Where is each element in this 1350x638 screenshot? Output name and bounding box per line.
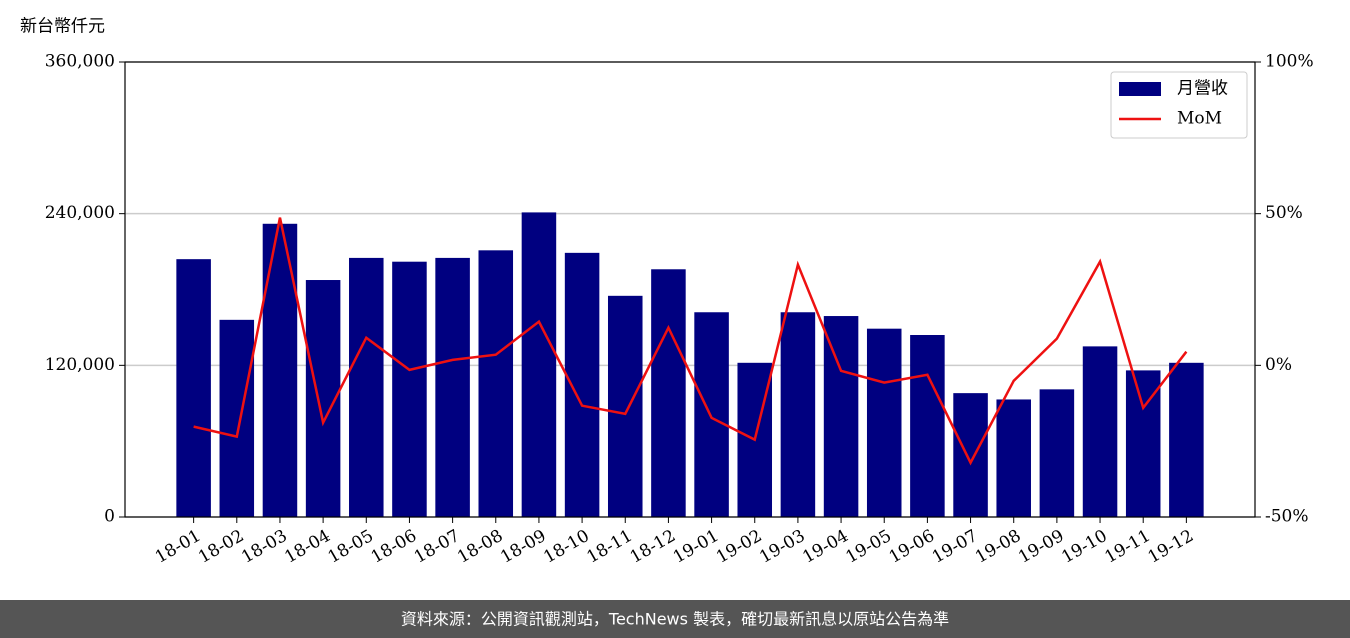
x-tick-label: 18-05 (325, 526, 377, 568)
legend-swatch (1119, 82, 1161, 96)
y2-tick-label: 0% (1265, 355, 1292, 375)
bar (219, 319, 255, 517)
x-tick-label: 19-05 (843, 526, 895, 568)
x-tick-label: 19-03 (756, 526, 808, 568)
bar (521, 212, 557, 517)
bar (651, 269, 686, 517)
x-tick-label: 19-12 (1145, 526, 1197, 568)
x-tick-label: 18-10 (540, 526, 592, 568)
x-tick-label: 19-04 (799, 526, 851, 568)
x-tick-label: 18-03 (238, 526, 290, 568)
x-tick-label: 18-02 (195, 526, 247, 568)
x-tick-label: 19-02 (713, 526, 765, 568)
x-tick-label: 19-10 (1058, 526, 1110, 568)
bar (866, 328, 902, 517)
legend-label: 月營收 (1177, 79, 1228, 99)
bar (780, 312, 816, 517)
bar (823, 316, 859, 517)
x-tick-label: 19-01 (670, 526, 722, 568)
y-tick-label: 120,000 (45, 355, 115, 375)
bar (910, 335, 945, 517)
x-tick-label: 19-08 (972, 526, 1024, 568)
y-axis-label: 新台幣仟元 (20, 17, 105, 37)
bar (607, 295, 643, 517)
footer-bar (0, 600, 1350, 638)
x-tick-label: 18-06 (368, 526, 420, 568)
bar (996, 399, 1031, 517)
line (193, 217, 1188, 466)
bar (564, 252, 600, 517)
y2-tick-label: 50% (1265, 203, 1303, 223)
bar (1039, 389, 1075, 517)
bar (1082, 346, 1118, 517)
bar (435, 257, 470, 517)
x-tick-label: 18-11 (584, 526, 636, 568)
x-tick-label: 18-08 (454, 526, 506, 568)
plot-frame (124, 61, 1256, 518)
x-tick-label: 19-07 (929, 526, 981, 568)
y-tick-label: 240,000 (45, 203, 115, 223)
bar (1169, 362, 1204, 517)
y-tick-label: 360,000 (45, 52, 115, 72)
x-tick-label: 18-01 (152, 526, 204, 568)
legend-label: MoM (1177, 109, 1222, 129)
bar (176, 259, 211, 517)
x-tick-label: 18-07 (411, 526, 463, 568)
x-tick-label: 18-09 (497, 526, 549, 568)
bar (694, 312, 729, 517)
x-tick-label: 19-09 (1015, 526, 1067, 568)
y2-tick-label: -50% (1265, 507, 1309, 527)
bar (392, 261, 427, 517)
bar (953, 393, 988, 517)
footer: 資料來源：公開資訊觀測站，TechNews 製表，確切最新訊息以原站公告為準 (401, 610, 949, 629)
y-tick-label: 0 (104, 507, 115, 527)
x-tick-label: 18-12 (627, 526, 679, 568)
x-tick-label: 18-04 (281, 526, 333, 568)
x-tick-label: 19-06 (886, 526, 938, 568)
bar (478, 250, 514, 517)
y2-tick-label: 100% (1265, 52, 1314, 72)
bar (262, 223, 298, 517)
bar (349, 257, 384, 517)
x-tick-label: 19-11 (1102, 526, 1154, 568)
